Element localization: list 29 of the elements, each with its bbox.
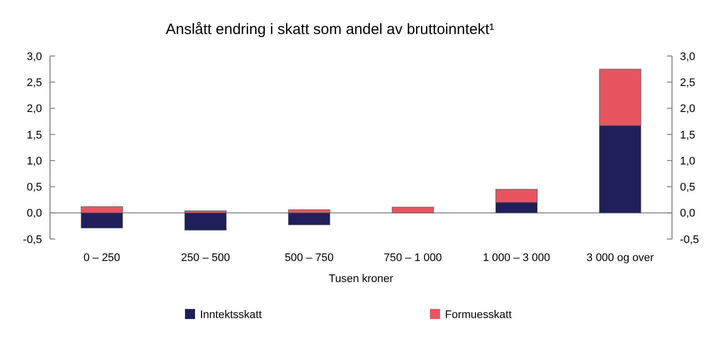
x-tick-label: 750 – 1 000 <box>384 252 442 264</box>
y-tick-label: 0,5 <box>26 182 42 194</box>
y-tick-label: 3,0 <box>26 50 42 63</box>
y2-tick-label: 0,5 <box>680 182 696 194</box>
x-tick-label: 1 000 – 3 000 <box>482 252 550 264</box>
chart-title: Anslått endring i skatt som andel av bruttoinntekt¹ <box>166 21 494 38</box>
y2-tick-label: 1,0 <box>680 155 696 168</box>
y-tick-label: 1,5 <box>26 129 42 142</box>
y-tick-label: 2,0 <box>26 103 42 116</box>
legend-label: Formuesskatt <box>445 309 512 321</box>
legend-label: Inntektsskatt <box>200 309 262 321</box>
y-tick-label: 0,0 <box>26 208 42 220</box>
y-tick-label: 2,5 <box>26 76 42 89</box>
y2-tick-label: 3,0 <box>680 50 696 63</box>
y2-tick-label: 1,5 <box>680 129 696 142</box>
x-tick-label: 500 – 750 <box>284 252 334 264</box>
y2-tick-label: 0,0 <box>680 208 696 220</box>
y2-tick-label: 2,5 <box>680 76 696 89</box>
y2-tick-label: -0,5 <box>680 234 699 246</box>
bar <box>288 212 330 226</box>
x-tick-label: 250 – 500 <box>181 252 230 264</box>
y-tick-label: -0,5 <box>23 234 42 246</box>
bar <box>392 206 434 214</box>
y2-tick-label: 2,0 <box>680 103 696 116</box>
y-tick-label: 1,0 <box>26 155 42 168</box>
x-axis-title: Tusen kroner <box>328 273 394 285</box>
bar <box>184 212 226 230</box>
x-tick-label: 3 000 og over <box>586 252 654 264</box>
x-tick-label: 0 – 250 <box>83 252 120 264</box>
